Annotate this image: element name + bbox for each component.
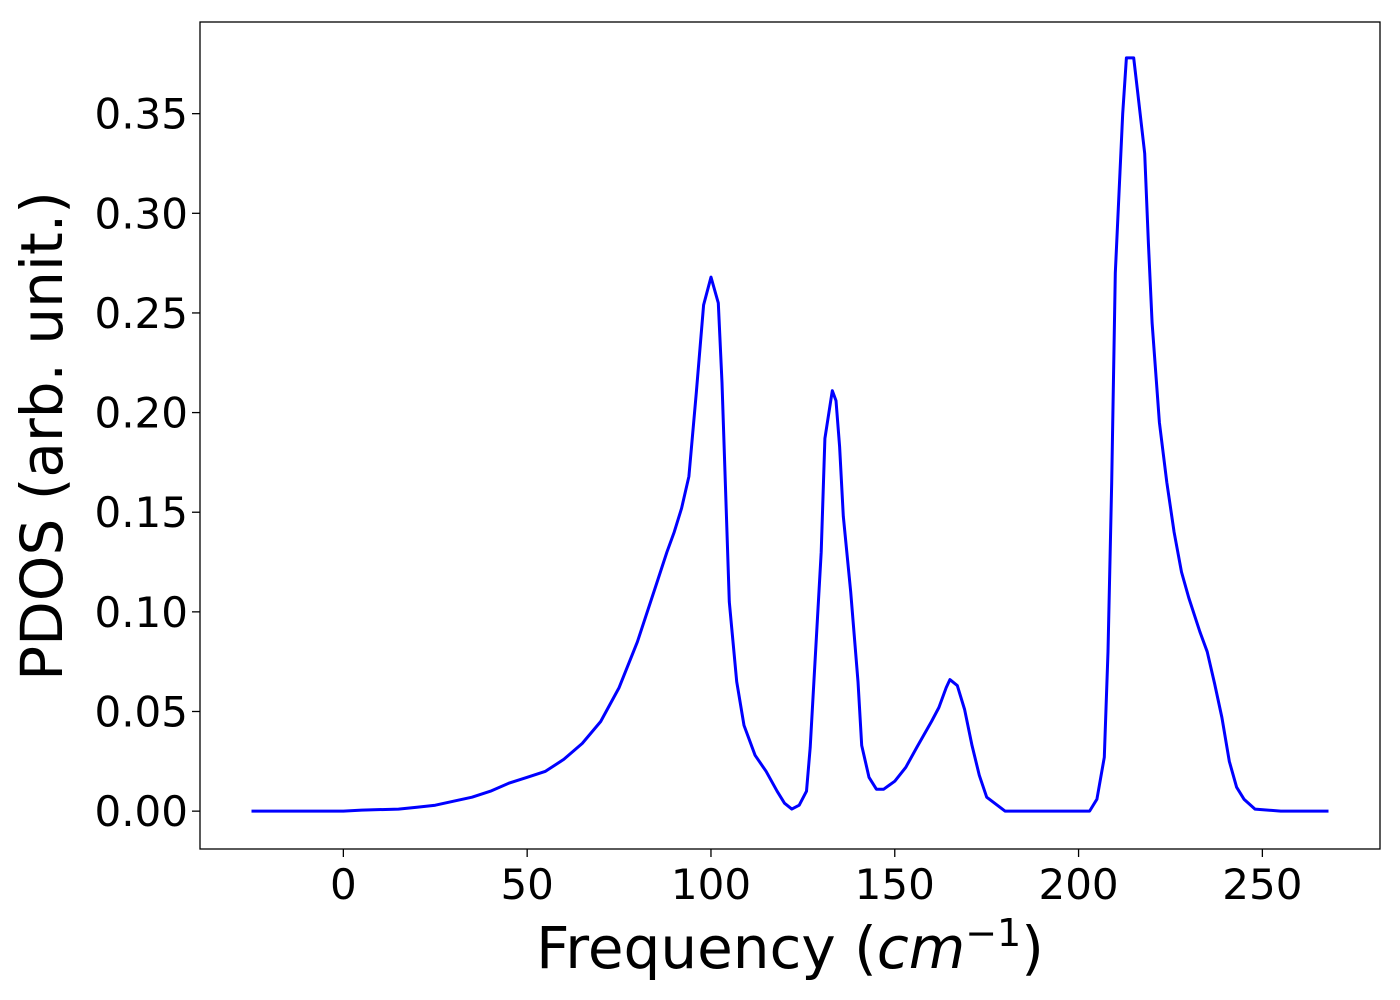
y-tick-label: 0.00 (94, 787, 188, 836)
y-tick-label: 0.30 (94, 189, 188, 238)
pdos-series-line (251, 56, 1329, 813)
x-axis-ticks: 0 50 100 150 200 250 (330, 849, 1302, 909)
y-tick-label: 0.10 (94, 588, 188, 637)
y-tick-label: 0.05 (94, 687, 188, 736)
y-tick-label: 0.25 (94, 289, 188, 338)
x-tick-label: 150 (855, 860, 935, 909)
x-tick-label: 200 (1038, 860, 1118, 909)
x-tick-label: 100 (671, 860, 751, 909)
y-axis-ticks: 0.00 0.05 0.10 0.15 0.20 0.25 0.30 0.35 (94, 90, 200, 836)
y-axis-label: PDOS (arb. unit.) (8, 191, 76, 681)
plot-frame (199, 21, 1381, 850)
x-axis-label: Frequency (cm−1) (536, 911, 1044, 982)
x-tick-label: 50 (500, 860, 553, 909)
y-tick-label: 0.35 (94, 90, 188, 139)
y-tick-label: 0.15 (94, 488, 188, 537)
y-tick-label: 0.20 (94, 389, 188, 438)
x-tick-label: 0 (330, 860, 357, 909)
plot-background (200, 22, 1380, 849)
x-tick-label: 250 (1222, 860, 1302, 909)
